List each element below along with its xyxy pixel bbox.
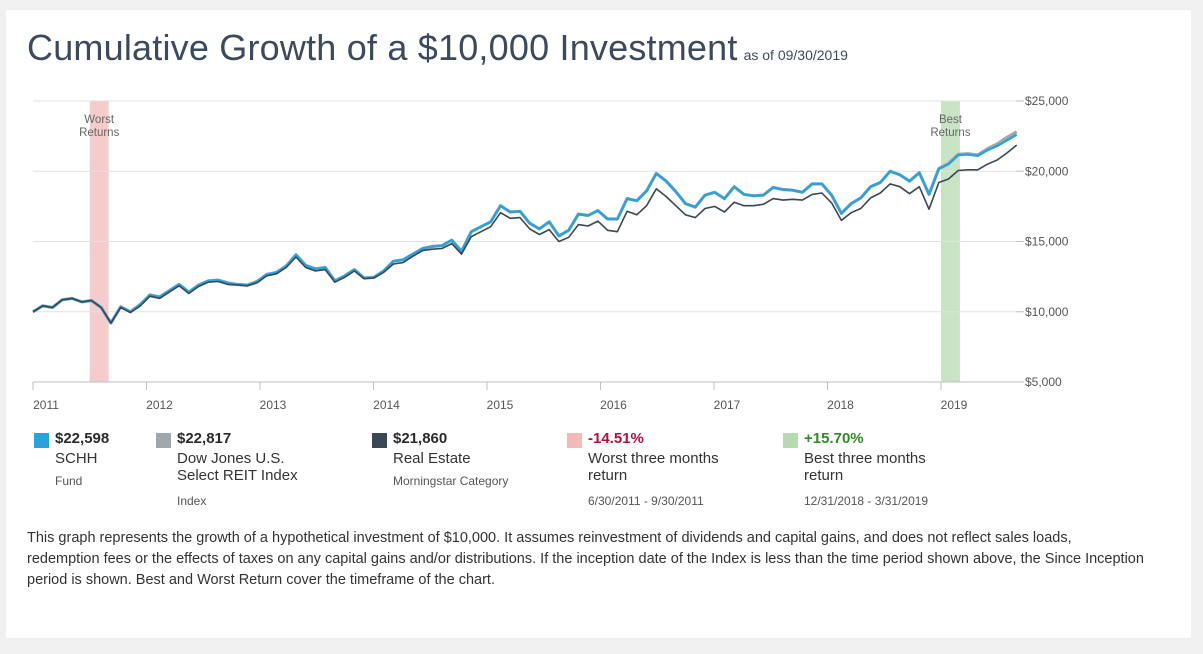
region-label: Returns [79, 127, 120, 139]
legend-name: Dow Jones U.S. Select REIT Index [177, 450, 298, 484]
chart-title: Cumulative Growth of a $10,000 Investmen… [27, 27, 848, 69]
chart-card [6, 10, 1191, 638]
reit-index-line [32, 130, 1018, 325]
y-tick-label: $20,000 [1025, 164, 1069, 178]
legend-value: $21,860 [393, 430, 448, 447]
schh-line [32, 133, 1018, 325]
y-tick-label: $5,000 [1025, 375, 1062, 389]
legend-sub: 12/31/2018 - 3/31/2019 [804, 494, 929, 508]
legend-value: +15.70% [804, 430, 864, 447]
legend-swatch [783, 433, 798, 448]
legend-swatch [34, 433, 49, 448]
x-tick-label: 2016 [600, 398, 627, 412]
legend-value: -14.51% [588, 430, 644, 447]
x-tick-label: 2012 [146, 398, 173, 412]
as-of-date: as of 09/30/2019 [743, 47, 848, 63]
real-estate-line [32, 144, 1018, 324]
x-tick-label: 2017 [714, 398, 741, 412]
x-tick-label: 2014 [373, 398, 400, 412]
x-tick-label: 2013 [260, 398, 287, 412]
y-tick-label: $25,000 [1025, 94, 1069, 108]
legend-name: SCHH [55, 450, 98, 467]
legend-name: Real Estate [393, 450, 471, 467]
legend-sub: Index [177, 494, 207, 508]
legend-value: $22,817 [177, 430, 232, 447]
y-tick-label: $10,000 [1025, 305, 1069, 319]
legend-sub: Fund [55, 474, 83, 488]
legend-swatch [372, 433, 387, 448]
footnote: This graph represents the growth of a hy… [27, 530, 1144, 588]
growth-chart: $25,000 $20,000 $15,000 $10,000 $5,000 2011 20… [32, 94, 1069, 412]
gridlines [33, 100, 1024, 383]
legend-name: Worst three months return [588, 450, 719, 484]
series-lines [32, 130, 1018, 325]
legend-sub: Morningstar Category [393, 474, 509, 488]
x-tick-label: 2015 [487, 398, 514, 412]
title-text: Cumulative Growth of a $10,000 Investmen… [27, 27, 738, 68]
legend-swatch [156, 433, 171, 448]
y-tick-label: $15,000 [1025, 235, 1069, 249]
region-label: Worst [84, 114, 115, 126]
region-label: Returns [930, 127, 971, 139]
axes: $25,000 $20,000 $15,000 $10,000 $5,000 2011 20… [32, 94, 1069, 412]
x-tick-label: 2018 [827, 398, 854, 412]
legend-name: Best three months return [804, 450, 926, 484]
legend-sub: 6/30/2011 - 9/30/2011 [588, 494, 704, 508]
x-tick-label: 2011 [33, 398, 59, 412]
x-tick-label: 2019 [941, 398, 968, 412]
region-label: Best [939, 114, 963, 126]
legend-value: $22,598 [55, 430, 110, 447]
legend-swatch [567, 433, 582, 448]
